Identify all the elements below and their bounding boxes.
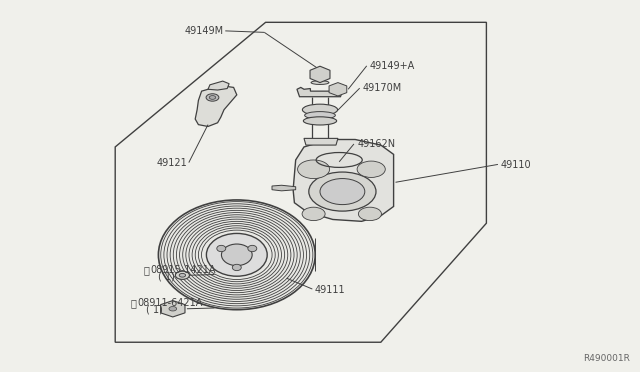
Ellipse shape	[232, 264, 241, 271]
Ellipse shape	[303, 117, 337, 125]
Text: 49111: 49111	[315, 285, 346, 295]
Ellipse shape	[311, 81, 329, 84]
Ellipse shape	[358, 207, 381, 221]
Text: 49110: 49110	[500, 160, 531, 170]
Ellipse shape	[217, 246, 226, 252]
Ellipse shape	[169, 307, 177, 311]
Ellipse shape	[221, 244, 252, 266]
Ellipse shape	[248, 246, 257, 252]
Text: 08911-6421A: 08911-6421A	[138, 298, 203, 308]
Ellipse shape	[302, 104, 338, 115]
Text: 49162N: 49162N	[357, 140, 396, 149]
Text: ( 1): ( 1)	[146, 305, 163, 315]
Text: ( 1): ( 1)	[158, 272, 175, 281]
Polygon shape	[304, 138, 338, 145]
Text: Ⓜ: Ⓜ	[143, 265, 149, 275]
Text: 49149+A: 49149+A	[370, 61, 415, 71]
Ellipse shape	[357, 161, 385, 177]
Ellipse shape	[175, 271, 189, 279]
Ellipse shape	[305, 112, 335, 119]
Ellipse shape	[206, 94, 219, 101]
Text: Ⓝ: Ⓝ	[131, 298, 136, 308]
Polygon shape	[161, 301, 185, 317]
Polygon shape	[293, 140, 394, 221]
Ellipse shape	[302, 207, 325, 221]
Text: 08915-1421A: 08915-1421A	[150, 265, 216, 275]
Ellipse shape	[298, 160, 330, 179]
Ellipse shape	[309, 172, 376, 211]
Ellipse shape	[159, 200, 316, 310]
Polygon shape	[310, 66, 330, 83]
Ellipse shape	[209, 96, 216, 99]
Text: 49121: 49121	[157, 158, 188, 168]
Ellipse shape	[179, 273, 186, 277]
Ellipse shape	[206, 234, 268, 276]
Text: R490001R: R490001R	[584, 354, 630, 363]
Polygon shape	[208, 81, 229, 90]
Text: 49149M: 49149M	[185, 26, 224, 36]
Polygon shape	[272, 185, 296, 191]
Polygon shape	[297, 87, 343, 97]
Text: 49170M: 49170M	[363, 83, 402, 93]
Polygon shape	[329, 83, 347, 96]
Polygon shape	[195, 86, 237, 126]
Ellipse shape	[320, 179, 365, 205]
